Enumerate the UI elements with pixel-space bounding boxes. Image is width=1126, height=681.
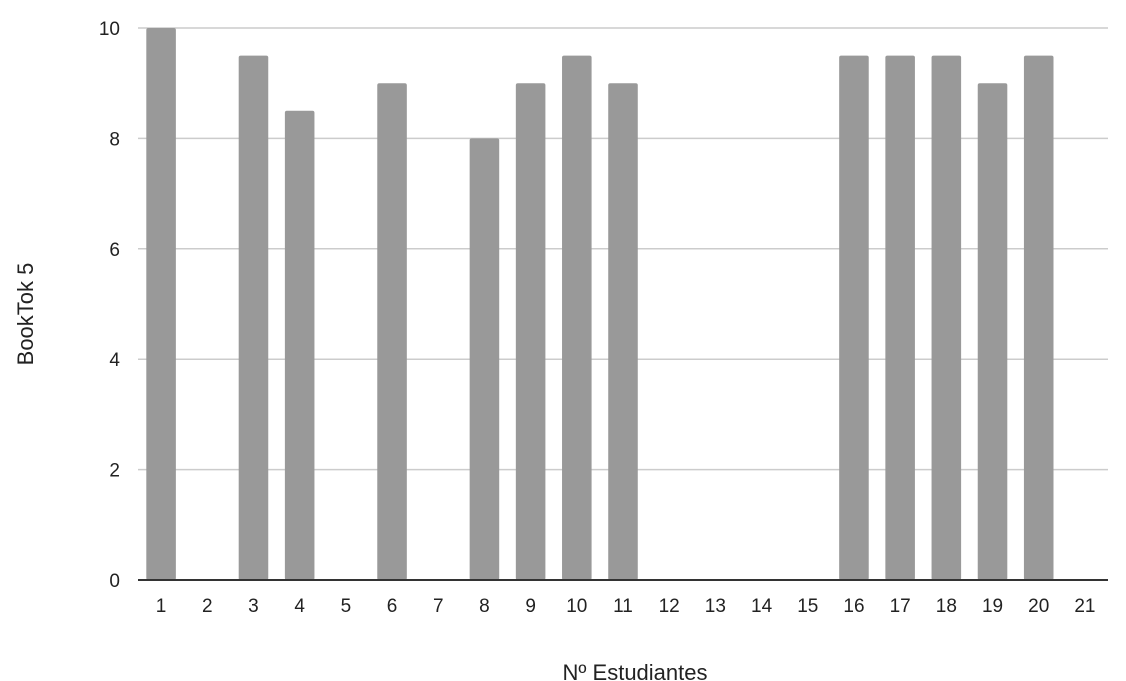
bar	[931, 55, 962, 581]
bar	[238, 55, 269, 581]
y-tick-label: 6	[109, 240, 120, 261]
y-tick-label: 10	[99, 19, 120, 40]
x-tick-label: 10	[566, 596, 587, 617]
y-tick-label: 8	[109, 129, 120, 150]
bar	[146, 28, 176, 580]
x-tick-label: 16	[843, 596, 864, 617]
x-tick-label: 20	[1028, 596, 1049, 617]
bar	[977, 83, 1008, 580]
x-tick-label: 3	[248, 596, 259, 617]
x-tick-label: 6	[387, 596, 398, 617]
bar	[515, 83, 546, 580]
x-tick-label: 7	[433, 596, 444, 617]
x-tick-label: 8	[479, 596, 490, 617]
x-tick-label: 12	[659, 596, 680, 617]
x-tick-label: 5	[341, 596, 352, 617]
x-tick-label: 17	[890, 596, 911, 617]
bar	[469, 138, 500, 580]
bar	[1023, 55, 1054, 581]
y-tick-label: 2	[109, 461, 120, 482]
x-tick-label: 18	[936, 596, 957, 617]
x-tick-label: 2	[202, 596, 213, 617]
x-tick-label: 9	[525, 596, 536, 617]
bar	[284, 110, 315, 581]
x-tick-label: 19	[982, 596, 1003, 617]
x-tick-label: 15	[797, 596, 818, 617]
x-axis-title: Nº Estudiantes	[563, 660, 708, 681]
y-tick-label: 0	[109, 571, 120, 592]
bar	[377, 83, 407, 580]
x-tick-label: 1	[156, 596, 167, 617]
x-tick-label: 13	[705, 596, 726, 617]
y-tick-label: 4	[109, 350, 120, 371]
bars	[146, 28, 1054, 581]
x-tick-label: 21	[1074, 596, 1095, 617]
x-tick-label: 14	[751, 596, 773, 617]
bar	[608, 83, 638, 580]
x-tick-label: 4	[294, 596, 305, 617]
bar	[562, 55, 592, 581]
y-axis-title: BookTok 5	[13, 263, 38, 366]
bar	[839, 55, 869, 581]
x-tick-label: 11	[613, 596, 633, 617]
bar	[885, 55, 915, 581]
